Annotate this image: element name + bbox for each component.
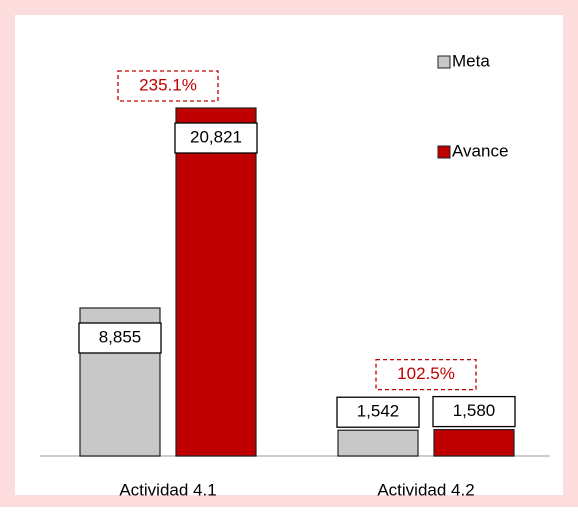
value-label-box [432, 395, 516, 428]
value-label-box [174, 122, 258, 154]
legend-swatch [437, 55, 451, 69]
value-label-box [78, 322, 162, 354]
value-label: 1,542 [357, 402, 400, 421]
annotation: 102.5% [397, 364, 455, 383]
annotation: 235.1% [139, 75, 197, 94]
legend-label: Meta [452, 51, 490, 70]
legend-label: Avance [452, 141, 508, 160]
annotation-box [375, 358, 477, 391]
value-label: 20,821 [190, 127, 242, 146]
x-tick-label: Actividad 4.1 [119, 480, 216, 499]
value-label: 8,855 [99, 327, 142, 346]
bar [433, 428, 515, 457]
bar [175, 107, 257, 457]
bar [337, 429, 419, 457]
legend-swatch [437, 145, 451, 159]
annotation-box [117, 70, 219, 102]
value-label-box [336, 396, 420, 428]
value-label: 1,580 [453, 401, 496, 420]
x-tick-label: Actividad 4.2 [377, 480, 474, 499]
